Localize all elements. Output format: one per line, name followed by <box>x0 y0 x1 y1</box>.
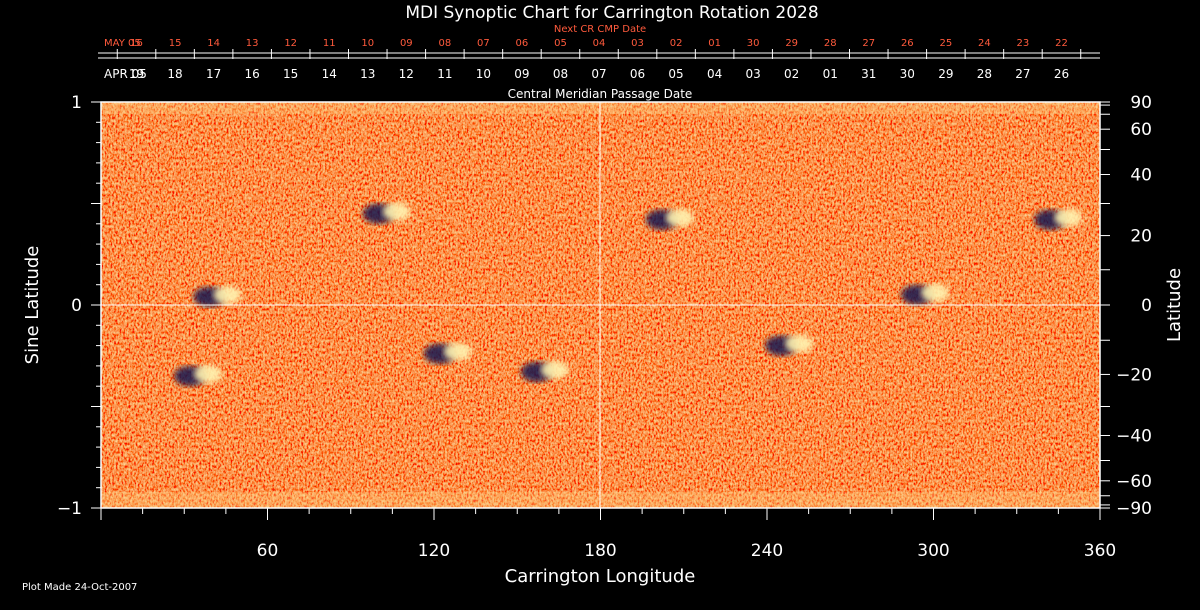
cmp-date-label: 06 <box>630 67 645 81</box>
y-right-tick-label: 0 <box>1141 296 1152 316</box>
next-cr-date-label: 26 <box>901 38 914 49</box>
next-cr-date-label: 11 <box>323 38 336 49</box>
cmp-date-label: 28 <box>977 67 992 81</box>
next-cr-date-label: 29 <box>785 38 798 49</box>
next-cr-date-label: MAY 05 <box>104 38 141 49</box>
x-axis: 60 120 180 240 300 360 <box>100 508 1116 561</box>
y-axis-right: 90 60 40 20 0 −20 −40 −60 −90 <box>1100 93 1152 519</box>
cmp-date-label: 26 <box>1054 67 1069 81</box>
cmp-date-label: 19 <box>129 67 144 81</box>
next-cr-date-label: 12 <box>284 38 297 49</box>
next-cr-label: Next CR CMP Date <box>554 24 646 35</box>
next-cr-date-label: 16 <box>130 38 143 49</box>
next-cr-date-label: 01 <box>708 38 721 49</box>
cmp-date-label: 29 <box>938 67 953 81</box>
active-region-positive <box>1054 208 1083 227</box>
cmp-date-label: 17 <box>206 67 221 81</box>
cmp-date-label: 03 <box>746 67 761 81</box>
cmp-date-label: 27 <box>1015 67 1030 81</box>
chart-title: MDI Synoptic Chart for Carrington Rotati… <box>405 3 818 23</box>
cmp-date-label: 11 <box>437 67 452 81</box>
cmp-date-label: 01 <box>823 67 838 81</box>
y-left-tick-label: −1 <box>57 499 82 519</box>
y-left-tick-label: 1 <box>71 93 82 113</box>
cmp-date-label: 05 <box>668 67 683 81</box>
active-region-positive <box>785 334 814 353</box>
cmp-date-label: APR 05 <box>104 67 147 81</box>
cmp-date-label: 14 <box>322 67 337 81</box>
next-cr-date-label: 15 <box>169 38 182 49</box>
next-cr-date-label: 05 <box>554 38 567 49</box>
active-region-positive <box>541 360 569 379</box>
y-right-tick-label: 40 <box>1130 166 1152 186</box>
cmp-date-label: 08 <box>553 67 568 81</box>
active-region-positive <box>213 285 242 304</box>
cmp-date-label: 09 <box>514 67 529 81</box>
cmp-date-label: 13 <box>360 67 375 81</box>
active-region-positive <box>921 283 950 302</box>
x-tick-label: 180 <box>584 541 616 561</box>
next-cr-date-label: 07 <box>477 38 490 49</box>
active-region-positive <box>443 342 472 361</box>
y-right-tick-label: 20 <box>1130 227 1152 247</box>
cmp-date-label: 02 <box>784 67 799 81</box>
next-cr-date-label: 14 <box>207 38 220 49</box>
x-axis-label: Carrington Longitude <box>505 566 696 587</box>
y-left-tick-label: 0 <box>71 296 82 316</box>
cmp-date-label: 07 <box>591 67 606 81</box>
y-right-tick-label: 60 <box>1130 120 1152 140</box>
y-right-tick-label: −90 <box>1116 499 1152 519</box>
y-right-tick-label: −40 <box>1116 426 1152 446</box>
next-cr-date-label: 28 <box>824 38 837 49</box>
cmp-date-label: 10 <box>476 67 491 81</box>
y-axis-left: 1 0 −1 <box>57 93 101 519</box>
cmp-date-label: 12 <box>399 67 414 81</box>
cmp-date-label: 31 <box>861 67 876 81</box>
next-cr-date-label: 27 <box>862 38 875 49</box>
cmp-date-label: 04 <box>707 67 722 81</box>
next-cr-date-label: 04 <box>593 38 606 49</box>
y-right-tick-label: −20 <box>1116 365 1152 385</box>
next-cr-date-label: 24 <box>978 38 991 49</box>
x-tick-label: 120 <box>418 541 450 561</box>
active-region-positive <box>194 365 223 384</box>
cmp-date-label: 15 <box>283 67 298 81</box>
y-axis-left-label: Sine Latitude <box>22 246 43 365</box>
active-region-positive <box>382 202 411 221</box>
next-cr-date-label: 10 <box>361 38 374 49</box>
cmp-date-label: 30 <box>900 67 915 81</box>
y-right-tick-label: −60 <box>1116 472 1152 492</box>
cmp-date-label: 18 <box>167 67 182 81</box>
x-tick-label: 60 <box>257 541 279 561</box>
next-cr-date-label: 06 <box>516 38 529 49</box>
next-cr-date-label: 30 <box>747 38 760 49</box>
y-axis-right-label: Latitude <box>1164 268 1185 342</box>
y-right-tick-label: 90 <box>1130 93 1152 113</box>
next-cr-date-label: 23 <box>1017 38 1030 49</box>
active-region-positive <box>665 208 694 227</box>
next-cr-date-label: 25 <box>939 38 952 49</box>
next-cr-date-label: 09 <box>400 38 413 49</box>
x-tick-label: 300 <box>917 541 949 561</box>
next-cr-date-label: 13 <box>246 38 259 49</box>
cmp-date-label: 16 <box>245 67 260 81</box>
cmp-label: Central Meridian Passage Date <box>508 87 693 101</box>
next-cr-date-label: 02 <box>670 38 683 49</box>
next-cr-date-label: 08 <box>438 38 451 49</box>
x-tick-label: 240 <box>751 541 783 561</box>
next-cr-date-label: 03 <box>631 38 644 49</box>
next-cr-date-label: 22 <box>1055 38 1068 49</box>
x-tick-label: 360 <box>1084 541 1116 561</box>
plot-made-note: Plot Made 24-Oct-2007 <box>22 582 137 593</box>
